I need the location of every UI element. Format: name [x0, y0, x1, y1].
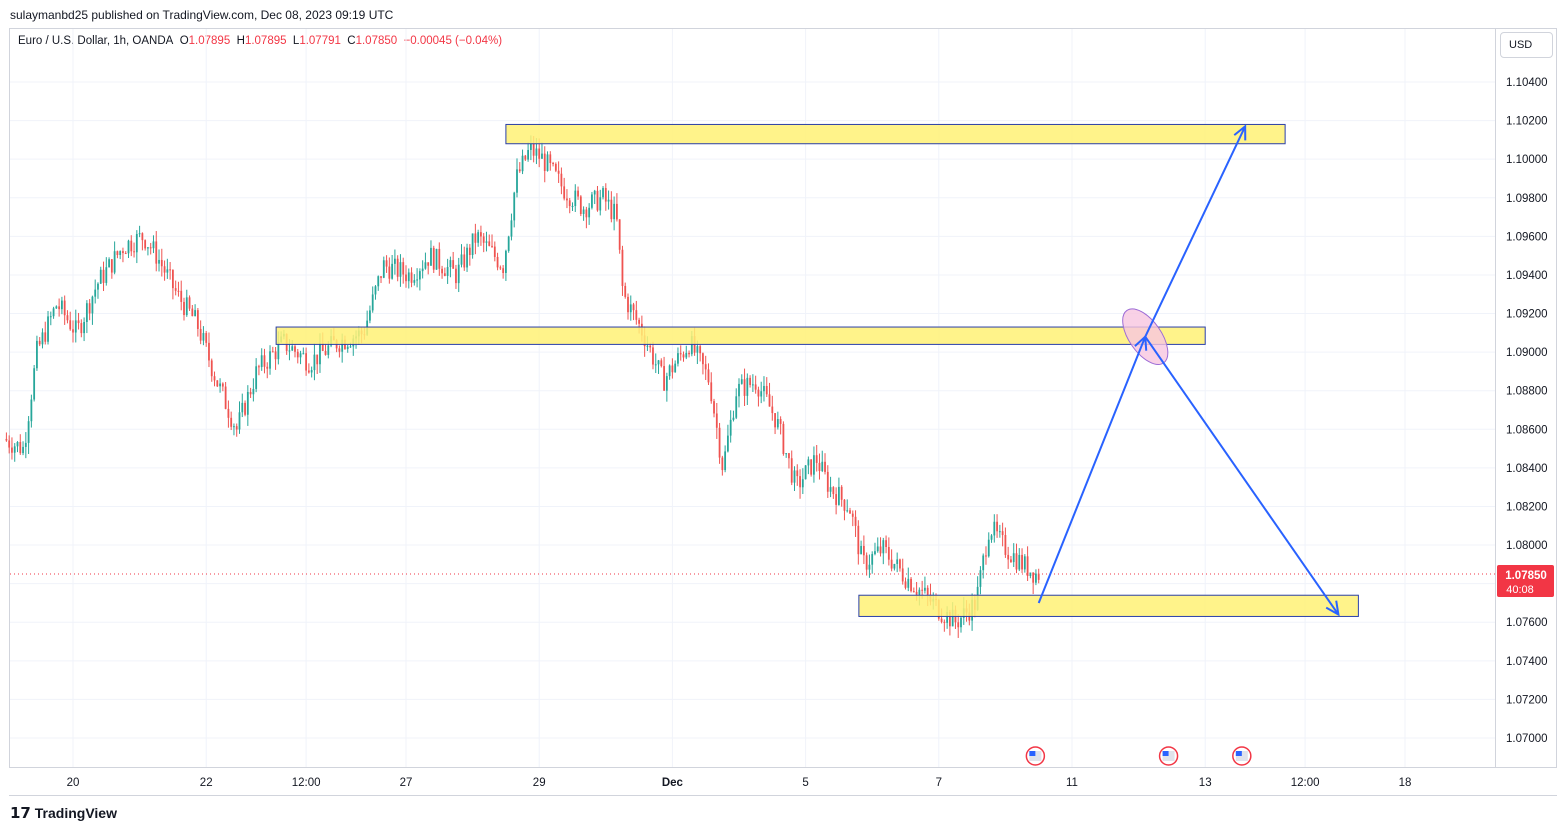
symbol-legend: Euro / U.S. Dollar, 1h, OANDA O1.07895 H… — [18, 35, 502, 47]
time-axis[interactable] — [9, 768, 1557, 796]
open-value: 1.07895 — [188, 35, 231, 47]
close-value: 1.07850 — [355, 35, 398, 47]
brand-name: TradingView — [34, 805, 117, 821]
high-value: 1.07895 — [244, 35, 287, 47]
price-axis[interactable] — [1496, 28, 1557, 768]
change-value: −0.00045 (−0.04%) — [403, 35, 503, 47]
high-label: H — [236, 35, 245, 47]
low-label: L — [292, 35, 300, 47]
low-value: 1.07791 — [299, 35, 341, 47]
open-label: O — [179, 35, 189, 47]
currency-button[interactable]: USD — [1500, 32, 1553, 58]
symbol-name[interactable]: Euro / U.S. Dollar, 1h, OANDA — [18, 35, 174, 47]
close-label: C — [347, 35, 356, 47]
publish-bar: sulaymanbd25 published on TradingView.co… — [0, 0, 1567, 28]
tradingview-logo-icon: 𝟭𝟳 — [10, 805, 31, 822]
candle-body — [5, 438, 8, 441]
published-text: sulaymanbd25 published on TradingView.co… — [10, 8, 394, 22]
chart-pane[interactable] — [9, 28, 1496, 768]
footer-brand: 𝟭𝟳 TradingView — [10, 804, 117, 824]
